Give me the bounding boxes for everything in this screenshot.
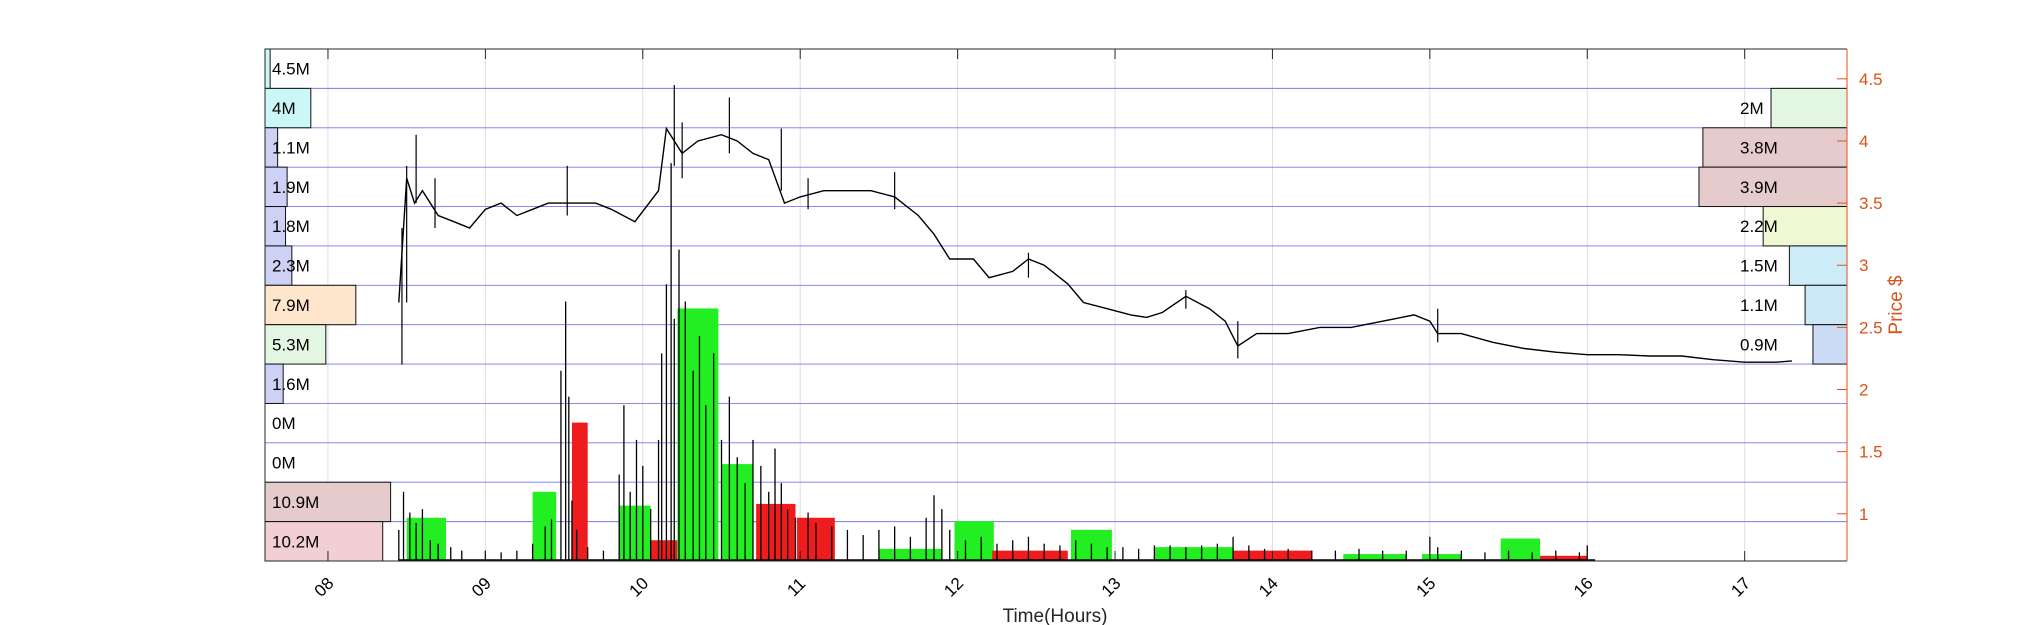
x-tick-label: 14 [1255,574,1282,601]
volume-bin [1343,554,1407,561]
right-profile-bar [1770,87,1848,129]
y-tick-label: 4.5 [1859,70,1883,89]
y-tick-label: 1 [1859,505,1868,524]
left-profile-label: 7.9M [272,296,310,315]
x-tick-label: 11 [783,574,809,600]
left-volume-profile: 4.5M 4M 1.1M 1.9M 1.8M 2.3M 7.9M 5.3M 1.6M 0M 0M 10… [264,48,392,562]
left-profile-label: 0M [272,414,296,433]
left-profile-label: 1.6M [272,375,310,394]
volume-bin [1540,555,1588,561]
price-series [398,85,1792,365]
right-profile-bar [1698,166,1848,208]
x-axis-label: Time(Hours) [1003,606,1108,625]
right-profile-bar [1804,284,1848,326]
volume-bin [406,517,447,561]
volume-bin [992,550,1068,561]
right-profile-bar [1702,127,1848,168]
x-tick-label: 08 [311,574,338,601]
x-tick-label: 16 [1570,574,1597,601]
x-tick-label: 17 [1727,574,1754,601]
right-profile-label: 3.8M [1740,138,1778,157]
axes [264,48,1848,562]
x-tick-label: 13 [1098,574,1125,601]
volume-bin [571,422,588,561]
y-tick-label: 4 [1859,132,1868,151]
x-tick-label: 10 [625,574,652,601]
left-profile-label: 4M [272,99,296,118]
y-tick-label: 3.5 [1859,194,1883,213]
left-profile-label: 2.3M [272,257,310,276]
left-profile-label: 1.1M [272,138,310,157]
volume-bin [1421,554,1462,561]
right-profile-label: 1.5M [1740,257,1778,276]
volume-bin [756,503,796,561]
right-volume-profile: 2M 3.8M 3.9M 2.2M 1.5M 1.1M 0.9M [1698,87,1848,365]
y-tick-labels: 1 1.5 2 2.5 3 3.5 4 4.5 [1837,70,1883,524]
volume-bin [532,491,557,561]
y-tick-label: 2 [1859,381,1868,400]
left-profile-label: 10.2M [272,532,319,551]
left-profile-bar [264,87,312,129]
volume-bin [954,521,994,561]
left-profile-bar [264,521,384,562]
volume-bins [406,308,1588,561]
y-tick-label: 3 [1859,256,1868,275]
x-tick-label: 15 [1413,574,1440,601]
right-profile-bar [1812,324,1848,365]
y-tick-label: 2.5 [1859,318,1883,337]
left-profile-label: 0M [272,454,296,473]
left-profile-label: 1.9M [272,178,310,197]
volume-bin [1154,547,1234,561]
left-profile-label: 5.3M [272,335,310,354]
left-profile-label: 4.5M [272,60,310,79]
y-tick-label: 1.5 [1859,443,1883,462]
right-profile-label: 2.2M [1740,217,1778,236]
volume-bars [398,163,1596,561]
volume-bin [677,308,719,561]
right-profile-label: 0.9M [1740,335,1778,354]
y-axis-label: Price $ [1886,275,1907,335]
grid-lines [265,48,1847,562]
volume-bin [1500,538,1541,561]
price-line [398,126,1792,363]
right-profile-label: 1.1M [1740,296,1778,315]
x-tick-label: 09 [468,574,495,601]
right-profile-label: 3.9M [1740,178,1778,197]
left-profile-bar [264,48,271,89]
volume-bin [650,540,678,561]
x-tick-label: 12 [940,574,967,601]
left-profile-label: 10.9M [272,493,319,512]
right-profile-label: 2M [1740,99,1764,118]
left-profile-label: 1.8M [272,217,310,236]
